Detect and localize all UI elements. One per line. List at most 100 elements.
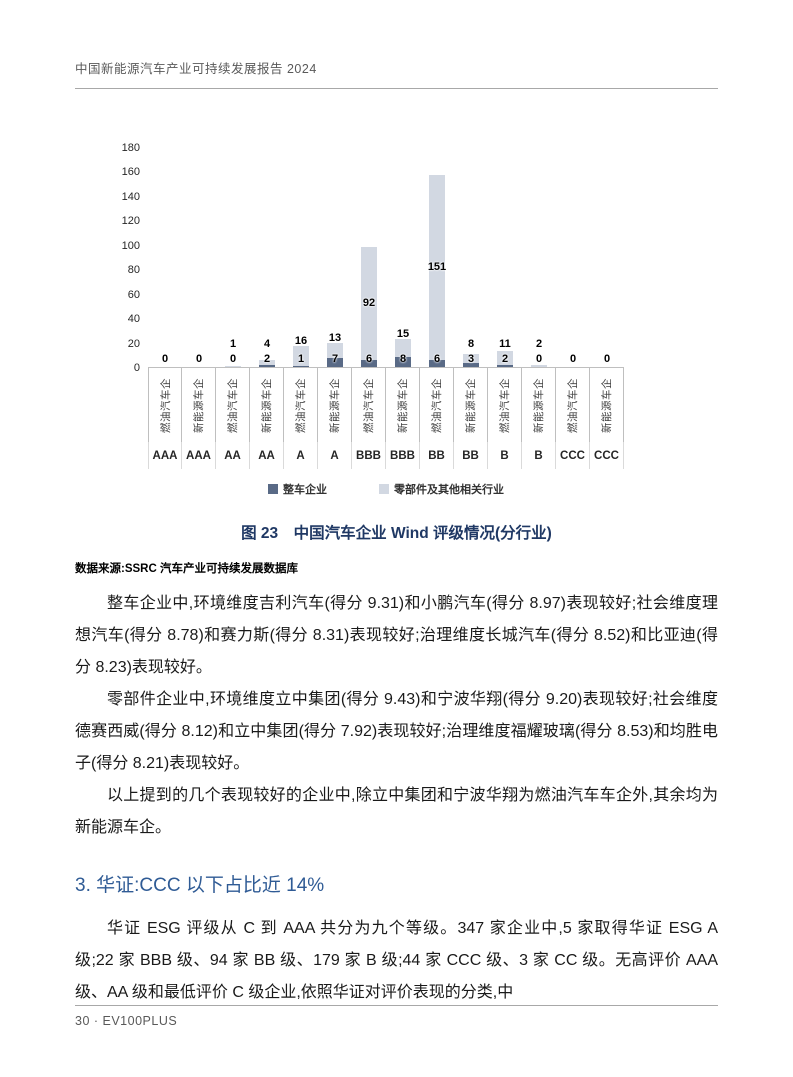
rating-axis: AAA AAA AA AA A A BBB BBB BB BB B B CCC CCC — [148, 442, 624, 469]
bar-value-label: 0 — [229, 353, 237, 365]
paragraph-huazheng: 华证 ESG 评级从 C 到 AAA 共分为九个等级。347 家企业中,5 家取… — [75, 920, 718, 1001]
category-vertical-label: 燃油汽车企 — [159, 377, 172, 433]
bar-value-label: 0 — [535, 353, 543, 365]
category-cell: 燃油汽车企 — [420, 368, 454, 442]
category-cell: 新能源车企 — [182, 368, 216, 442]
bar-column: 1 16 — [284, 148, 318, 367]
bar-column: 0 — [556, 148, 590, 367]
bar-value-label: 6 — [433, 353, 441, 365]
paragraph-summary: 以上提到的几个表现较好的企业中,除立中集团和宁波华翔为燃油汽车车企外,其余均为新… — [75, 787, 718, 836]
y-tick-label: 120 — [121, 215, 140, 228]
bar-value-label: 11 — [499, 338, 511, 350]
legend-swatch-oem — [268, 484, 278, 494]
section-heading: 3. 华证:CCC 以下占比近 14% — [75, 875, 325, 896]
bar-value-label: 0 — [603, 353, 611, 365]
bar-column: 8 15 — [386, 148, 420, 367]
stacked-bar — [429, 175, 445, 367]
category-cell: 燃油汽车企 — [352, 368, 386, 442]
bar-value-label: 4 — [263, 338, 271, 350]
stacked-bar — [293, 346, 309, 367]
stacked-bar — [361, 247, 377, 367]
stacked-bar — [225, 365, 241, 367]
bar-value-label: 1 — [297, 353, 305, 365]
y-tick-label: 180 — [121, 142, 140, 154]
figure-caption: 图 23 中国汽车企业 Wind 评级情况(分行业) — [241, 525, 552, 542]
bar-segment-parts — [395, 338, 411, 358]
category-vertical-label: 新能源车企 — [261, 377, 273, 433]
category-vertical-label: 新能源车企 — [465, 377, 477, 433]
bar-value-label: 0 — [569, 353, 577, 365]
category-cell: 新能源车企 — [454, 368, 488, 442]
bar-column: 6 151 — [420, 148, 454, 367]
legend-item: 零部件及其他相关行业 — [379, 481, 504, 497]
bar-value-label: 0 — [195, 353, 203, 365]
category-vertical-label: 新能源车企 — [601, 377, 613, 433]
category-cell: 新能源车企 — [318, 368, 352, 442]
bar-segment-parts — [531, 364, 547, 367]
bar-segment-parts — [463, 353, 479, 364]
bar-segment-parts — [259, 359, 275, 365]
rating-label: AAA — [182, 442, 216, 469]
paragraph-oem-scores: 整车企业中,环境维度吉利汽车(得分 9.31)和小鹏汽车(得分 8.97)表现较… — [75, 595, 718, 676]
body-text: 整车企业中,环境维度吉利汽车(得分 9.31)和小鹏汽车(得分 8.97)表现较… — [75, 588, 718, 1009]
rating-label: BBB — [352, 442, 386, 469]
bar-segment-oem — [361, 359, 377, 367]
rating-label: B — [522, 442, 556, 469]
rating-label: AA — [216, 442, 250, 469]
category-cell: 新能源车企 — [522, 368, 556, 442]
page-number-footer: 30 · EV100PLUS — [75, 1014, 178, 1028]
y-tick-label: 100 — [121, 239, 140, 252]
bar-segment-oem — [395, 357, 411, 367]
bar-value-label: 0 — [161, 353, 169, 365]
chart-legend: 整车企业 零部件及其他相关行业 — [148, 481, 624, 497]
rating-label: CCC — [556, 442, 590, 469]
category-vertical-label: 新能源车企 — [397, 377, 409, 433]
category-vertical-label: 燃油汽车企 — [499, 377, 511, 433]
plot-area: 0 0 0 1 2 4 1 16 7 13 6 92 8 15 6 151 3 8 2 11 0 2 0 0 — [148, 148, 624, 368]
bar-segment-oem — [327, 358, 343, 367]
category-vertical-label: 燃油汽车企 — [363, 377, 375, 433]
bar-value-label: 1 — [229, 338, 237, 350]
bar-column: 7 13 — [318, 148, 352, 367]
bar-value-label: 2 — [263, 353, 271, 365]
paragraph-parts-scores: 零部件企业中,环境维度立中集团(得分 9.43)和宁波华翔(得分 9.20)表现… — [75, 691, 718, 772]
y-tick-label: 60 — [127, 288, 140, 301]
legend-swatch-parts — [379, 484, 389, 494]
bar-segment-parts — [497, 351, 513, 365]
y-tick-label: 80 — [127, 264, 140, 277]
y-tick-label: 0 — [133, 362, 140, 374]
footer-divider — [75, 1005, 718, 1006]
category-vertical-label: 燃油汽车企 — [295, 377, 307, 433]
stacked-bar — [463, 353, 479, 367]
bar-segment-oem — [497, 364, 513, 367]
bar-segment-oem — [463, 363, 479, 367]
category-cell: 燃油汽车企 — [284, 368, 318, 442]
category-vertical-label: 新能源车企 — [193, 377, 205, 433]
rating-label: A — [284, 442, 318, 469]
stacked-bar — [259, 359, 275, 367]
bar-value-label: 2 — [535, 338, 543, 350]
bar-value-label: 92 — [362, 297, 376, 310]
bar-segment-oem — [293, 365, 309, 367]
rating-label: AAA — [148, 442, 182, 469]
category-vertical-label: 燃油汽车企 — [431, 377, 443, 433]
stacked-bar — [531, 364, 547, 367]
bar-segment-parts — [225, 365, 241, 367]
category-cell: 燃油汽车企 — [488, 368, 522, 442]
bar-segment-parts — [293, 346, 309, 366]
bar-value-label: 15 — [396, 327, 410, 340]
category-cell: 新能源车企 — [386, 368, 420, 442]
stacked-bar — [327, 342, 343, 367]
stacked-bar — [395, 338, 411, 367]
category-vertical-label: 新能源车企 — [533, 377, 545, 433]
category-vertical-label: 燃油汽车企 — [227, 377, 239, 433]
bar-segment-parts — [361, 247, 377, 360]
bar-value-label: 7 — [331, 353, 339, 365]
rating-label: CCC — [590, 442, 624, 469]
bar-column: 2 11 — [488, 148, 522, 367]
rating-label: AA — [250, 442, 284, 469]
bar-value-label: 13 — [328, 331, 342, 344]
